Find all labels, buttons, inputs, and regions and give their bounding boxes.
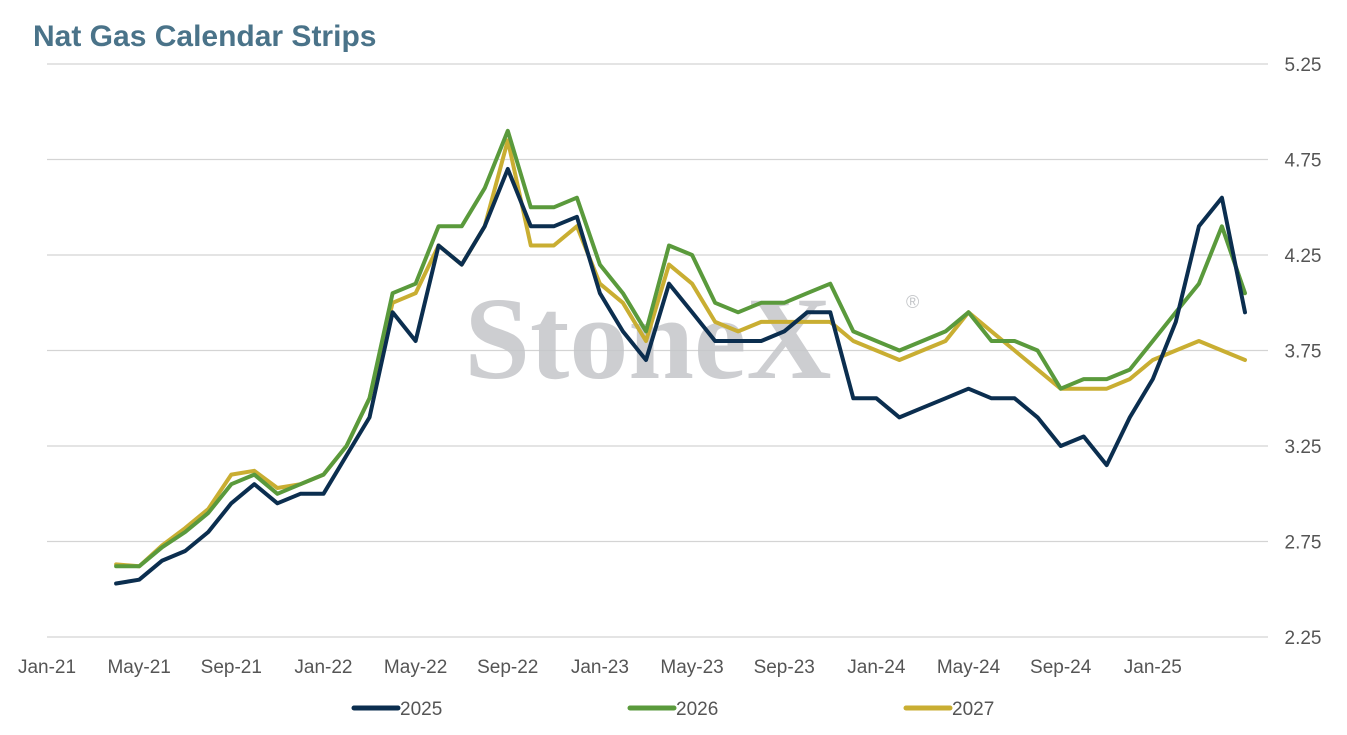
series-line-2025 <box>114 167 1247 586</box>
x-tick-label: May-24 <box>937 657 1001 678</box>
x-tick-label: Sep-22 <box>477 657 538 678</box>
legend-label: 2026 <box>676 699 718 720</box>
x-tick-label: Sep-23 <box>754 657 815 678</box>
x-axis: Jan-21 May-21 Sep-21 Jan-22 May-22 Sep-22 Jan-… <box>18 657 1182 678</box>
series-line-2026 <box>114 128 1247 569</box>
x-tick-label: Sep-21 <box>201 657 262 678</box>
x-tick-label: Jan-25 <box>1124 657 1182 678</box>
legend: 2025 2026 2027 <box>351 699 994 720</box>
legend-item-2027: 2027 <box>903 699 994 720</box>
y-tick-label: 3.25 <box>1285 437 1322 458</box>
y-tick-label: 5.25 <box>1285 55 1322 76</box>
watermark-registered-mark: ® <box>906 292 919 312</box>
x-tick-label: Jan-22 <box>294 657 352 678</box>
legend-label: 2025 <box>400 699 442 720</box>
chart-title: Nat Gas Calendar Strips <box>33 20 376 53</box>
series-layer <box>114 128 1247 586</box>
x-tick-label: Jan-24 <box>847 657 906 678</box>
grid-layer <box>47 63 1268 638</box>
x-tick-label: May-21 <box>107 657 170 678</box>
x-tick-label: Jan-23 <box>571 657 629 678</box>
y-tick-label: 4.75 <box>1285 151 1322 172</box>
y-tick-label: 2.75 <box>1285 533 1322 554</box>
x-tick-label: May-23 <box>660 657 723 678</box>
legend-item-2026: 2026 <box>627 699 718 720</box>
x-tick-label: Jan-21 <box>18 657 76 678</box>
y-axis: 5.25 4.75 4.25 3.75 3.25 2.75 2.25 <box>1285 55 1322 649</box>
legend-item-2025: 2025 <box>351 699 442 720</box>
x-tick-label: Sep-24 <box>1030 657 1092 678</box>
x-tick-label: May-22 <box>384 657 447 678</box>
legend-label: 2027 <box>952 699 994 720</box>
y-tick-label: 3.75 <box>1285 342 1322 363</box>
y-tick-label: 2.25 <box>1285 628 1322 649</box>
y-tick-label: 4.25 <box>1285 246 1322 267</box>
